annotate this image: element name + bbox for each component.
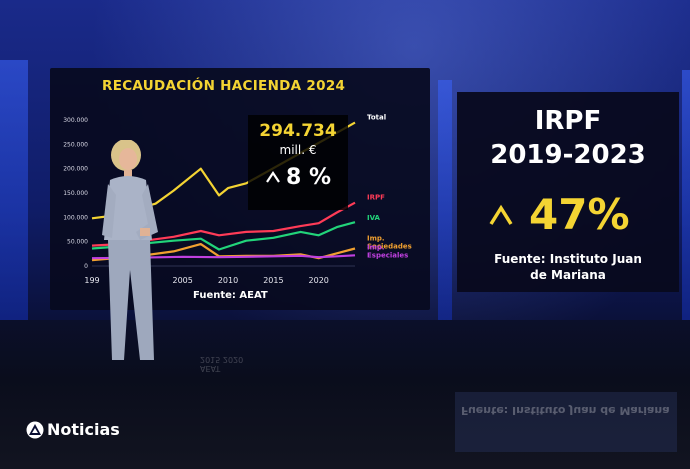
y-tick-label: 100.000 — [63, 214, 88, 221]
reflection-source: AEAT — [200, 364, 221, 373]
x-tick-label: 199 — [84, 276, 99, 285]
series-label: IRPF — [367, 194, 385, 202]
total-callout: 294.734 mill. € 8 % — [248, 115, 348, 210]
irpf-change: 47% — [529, 190, 630, 239]
studio-light-pillar — [682, 70, 690, 320]
up-caret-icon — [266, 171, 280, 183]
logo-text: Noticias — [47, 420, 120, 439]
reflection-ticks: 2015 2020 — [200, 355, 244, 364]
series-label: Imp. — [367, 243, 385, 251]
studio-light-pillar — [0, 60, 28, 320]
chart-reflection: AEAT 2015 2020 — [200, 355, 243, 373]
reflection-text: Fuente: Instituto Juan de Mariana — [461, 404, 670, 417]
chart-title: RECAUDACIÓN HACIENDA 2024 — [102, 78, 346, 94]
y-tick-label: 200.000 — [63, 166, 88, 173]
x-tick-label: 2010 — [218, 276, 238, 285]
panel-reflection: Fuente: Instituto Juan de Mariana — [455, 392, 677, 452]
y-tick-label: 250.000 — [63, 141, 88, 148]
series-label: Imp. — [367, 234, 385, 242]
irpf-source-line1: Fuente: Instituto Juan — [494, 252, 642, 266]
series-line — [91, 254, 356, 260]
series-label: Especiales — [367, 251, 408, 259]
chart-source: Fuente: AEAT — [193, 290, 268, 301]
presenter-figure — [102, 140, 158, 360]
studio-light-pillar — [438, 80, 452, 320]
y-tick-label: 150.000 — [63, 190, 88, 197]
callout-unit: mill. € — [279, 143, 317, 157]
antena3-logo-icon — [26, 421, 44, 438]
irpf-title: IRPF — [534, 106, 602, 136]
y-tick-label: 50.000 — [67, 239, 88, 246]
callout-change: 8 % — [286, 165, 332, 190]
series-label: IVA — [367, 214, 381, 222]
x-tick-label: 2005 — [173, 276, 193, 285]
y-tick-label: 0 — [84, 263, 88, 270]
channel-logo: Noticias — [26, 420, 120, 439]
callout-value: 294.734 — [259, 121, 337, 141]
irpf-panel: IRPF 2019-2023 47% Fuente: Instituto Jua… — [457, 92, 679, 292]
series-label: Sociedades — [367, 242, 412, 250]
x-tick-label: 2020 — [309, 276, 329, 285]
y-tick-label: 300.000 — [63, 117, 88, 124]
irpf-years: 2019-2023 — [490, 140, 646, 170]
revenue-line-chart: 0 50.000 100.000 150.000 200.000 250.000 300.0… — [63, 114, 412, 285]
irpf-source-line2: de Mariana — [530, 268, 606, 282]
up-caret-icon — [489, 204, 513, 225]
series-label: Total — [367, 114, 386, 122]
x-tick-label: 2015 — [263, 276, 283, 285]
